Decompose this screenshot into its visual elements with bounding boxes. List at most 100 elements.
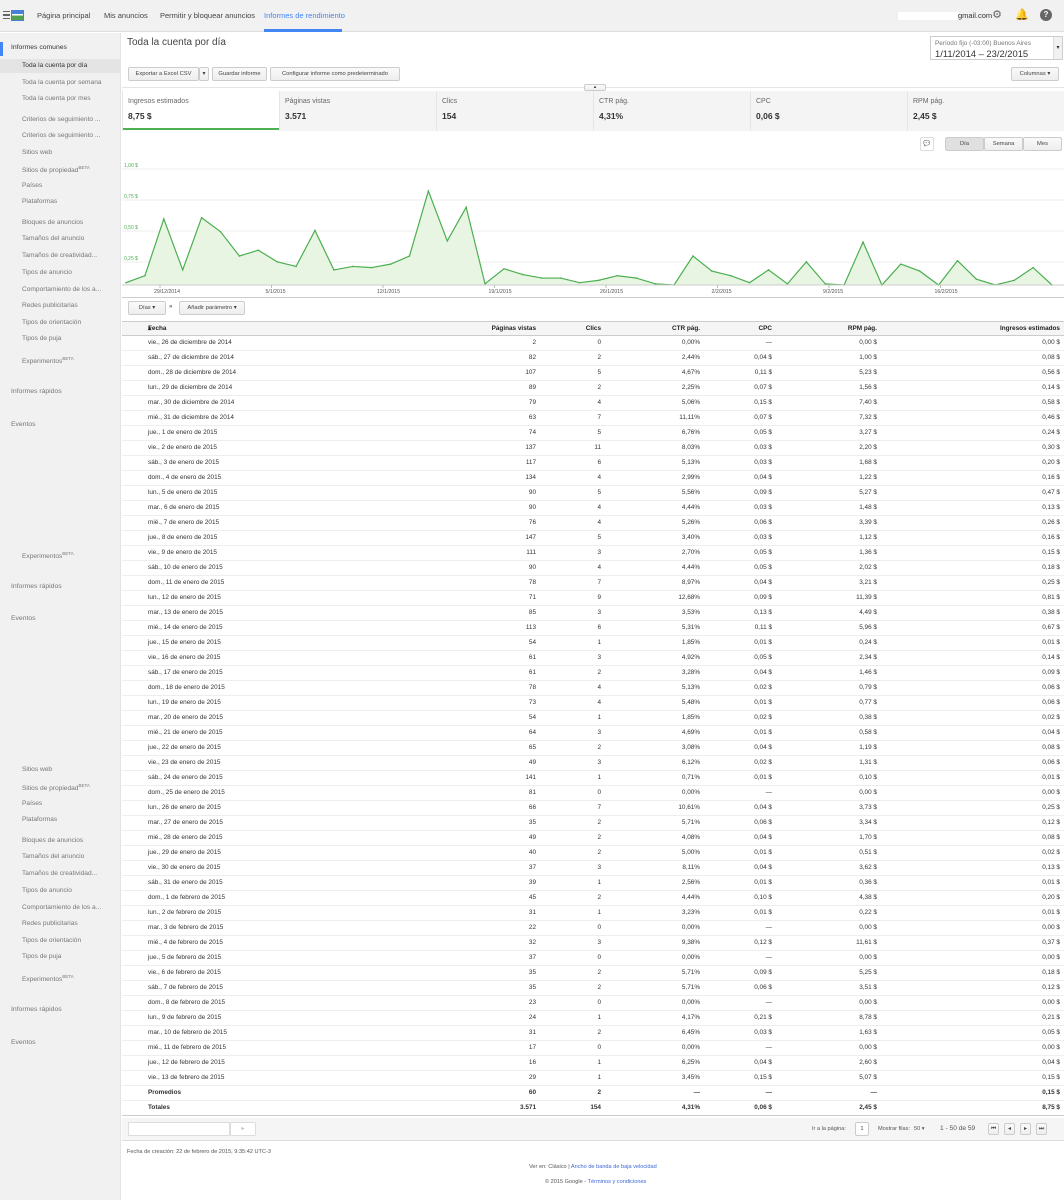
- sidebar-item-ad-units-2[interactable]: Bloques de anuncios: [22, 837, 84, 844]
- nav-allow-block[interactable]: Permitir y bloquear anuncios: [160, 11, 256, 20]
- sidebar-item-ad-networks[interactable]: Redes publicitarias: [22, 302, 78, 309]
- sidebar-item-all-by-week[interactable]: Toda la cuenta por semana: [22, 79, 102, 86]
- cell-cpc: 0,05 $: [754, 429, 772, 436]
- sidebar-item-channels-2[interactable]: Criterios de seguimiento ...: [22, 132, 101, 139]
- adsense-logo-icon[interactable]: [11, 10, 24, 21]
- first-page-icon[interactable]: ⏮: [988, 1123, 999, 1135]
- sidebar-item-all-by-month[interactable]: Toda la cuenta por mes: [22, 95, 91, 102]
- nav-my-ads[interactable]: Mis anuncios: [104, 11, 148, 20]
- account-email[interactable]: gmail.com: [958, 11, 993, 20]
- add-parameter-button[interactable]: Añadir parámetro ▾: [179, 301, 245, 315]
- annotation-icon[interactable]: 💬: [920, 137, 934, 151]
- sidebar-quick-reports-3[interactable]: Informes rápidos: [11, 1006, 62, 1013]
- sidebar-events[interactable]: Eventos: [11, 421, 36, 428]
- sidebar-item-bid-types[interactable]: Tipos de puja: [22, 335, 62, 342]
- sidebar-item-ad-sizes-2[interactable]: Tamaños del anuncio: [22, 853, 85, 860]
- date-range-picker[interactable]: Período fijo (-03:00) Buenos Aires 1/11/…: [930, 36, 1063, 60]
- columns-button[interactable]: Columnas ▾: [1011, 67, 1059, 81]
- sidebar-item-channels-1[interactable]: Criterios de seguimiento ...: [22, 116, 101, 123]
- col-cpc[interactable]: CPC: [758, 325, 773, 332]
- cell-clicks: 1: [597, 909, 601, 916]
- card-page-views[interactable]: Páginas vistas 3.571: [279, 91, 436, 131]
- cell-revenue: 0,08 $: [1042, 354, 1060, 361]
- data-point: [125, 281, 127, 284]
- bell-icon[interactable]: 🔔: [1015, 9, 1029, 21]
- sidebar-item-experiments-3[interactable]: ExperimentosBETA: [22, 974, 120, 983]
- col-clicks[interactable]: Clics: [585, 325, 601, 332]
- revenue-chart[interactable]: 1,00 $ 0,75 $ 0,50 $ 0,25 $ 29/12/2014 5/1/20…: [122, 159, 1064, 299]
- menu-icon[interactable]: [3, 11, 10, 19]
- chevron-down-icon[interactable]: ▾: [1053, 37, 1062, 59]
- sidebar-item-all-by-day[interactable]: Toda la cuenta por día: [22, 62, 88, 69]
- terms-link[interactable]: Términos y condiciones: [587, 1179, 647, 1185]
- granularity-month[interactable]: Mes: [1023, 137, 1062, 151]
- sidebar-common-reports[interactable]: Informes comunes: [11, 44, 67, 51]
- low-bandwidth-link[interactable]: Ancho de banda de baja velocidad: [570, 1164, 657, 1170]
- table-row: vie., 23 de enero de 2015 49 3 6,12% 0,02 $ 1…: [122, 756, 1064, 771]
- granularity-day[interactable]: Día: [945, 137, 984, 151]
- save-report-button[interactable]: Guardar informe: [212, 67, 267, 81]
- sidebar-item-targeting-2[interactable]: Tipos de orientación: [22, 937, 82, 944]
- sidebar-item-platforms[interactable]: Plataformas: [22, 198, 58, 205]
- cell-ctr: 3,08%: [681, 744, 700, 751]
- sidebar-item-countries[interactable]: Países: [22, 182, 43, 189]
- sidebar-item-ad-sizes[interactable]: Tamaños del anuncio: [22, 235, 85, 242]
- card-clicks[interactable]: Clics 154: [436, 91, 593, 131]
- sidebar-item-ad-types-2[interactable]: Tipos de anuncio: [22, 887, 72, 894]
- gear-icon[interactable]: ⚙: [992, 9, 1002, 21]
- col-date[interactable]: Fecha ▴: [148, 322, 166, 336]
- sidebar-item-creative-sizes-2[interactable]: Tamaños de creatividad...: [22, 870, 98, 877]
- sidebar-item-ad-behavior-2[interactable]: Comportamiento de los a...: [22, 904, 102, 911]
- card-estimated-revenue[interactable]: Ingresos estimados 8,75 $: [122, 91, 280, 131]
- card-ctr[interactable]: CTR pág. 4,31%: [593, 91, 750, 131]
- granularity-week[interactable]: Semana: [984, 137, 1023, 151]
- help-icon[interactable]: ?: [1040, 9, 1052, 21]
- cell-views: 134: [525, 474, 536, 481]
- cell-rpm: 8,78 $: [859, 1014, 877, 1021]
- collapse-toggle-icon[interactable]: ▴: [584, 84, 606, 91]
- sidebar-quick-reports-2[interactable]: Informes rápidos: [11, 583, 62, 590]
- export-csv-button[interactable]: Exportar a Excel CSV: [128, 67, 199, 81]
- filter-input[interactable]: [128, 1122, 230, 1136]
- sidebar-item-creative-sizes[interactable]: Tamaños de creatividad...: [22, 252, 98, 259]
- sidebar-item-ad-networks-2[interactable]: Redes publicitarias: [22, 920, 78, 927]
- card-rpm[interactable]: RPM pág. 2,45 $: [907, 91, 1064, 131]
- sidebar-item-countries-2[interactable]: Países: [22, 800, 43, 807]
- cell-rpm: 1,19 $: [859, 744, 877, 751]
- sidebar-item-sites[interactable]: Sitios web: [22, 149, 53, 156]
- page-input[interactable]: 1: [855, 1122, 869, 1136]
- view-classic-link[interactable]: Clásico: [548, 1164, 567, 1170]
- sidebar-item-ad-units[interactable]: Bloques de anuncios: [22, 219, 84, 226]
- filter-apply-icon[interactable]: ▸: [230, 1122, 256, 1136]
- col-page-views[interactable]: Páginas vistas: [491, 325, 536, 332]
- next-page-icon[interactable]: ▸: [1020, 1123, 1031, 1135]
- sidebar-item-owned-sites-2[interactable]: Sitios de propiedadBETA: [22, 783, 120, 792]
- nav-performance-reports[interactable]: Informes de rendimiento: [264, 11, 345, 20]
- set-default-button[interactable]: Configurar informe como predeterminado: [270, 67, 400, 81]
- sidebar-item-targeting[interactable]: Tipos de orientación: [22, 319, 82, 326]
- col-ctr[interactable]: CTR pág.: [671, 325, 700, 332]
- last-page-icon[interactable]: ⏭: [1036, 1123, 1047, 1135]
- y-tick-label: 0,75 $: [124, 194, 138, 200]
- sidebar-item-ad-behavior[interactable]: Comportamiento de los a...: [22, 286, 102, 293]
- cell-revenue: 0,00 $: [1042, 339, 1060, 346]
- sidebar-item-ad-types[interactable]: Tipos de anuncio: [22, 269, 72, 276]
- sidebar-item-owned-sites[interactable]: Sitios de propiedadBETA: [22, 165, 120, 174]
- dimension-select[interactable]: Días ▾: [128, 301, 166, 315]
- prev-page-icon[interactable]: ◂: [1004, 1123, 1015, 1135]
- sidebar-item-sites-2[interactable]: Sitios web: [22, 766, 53, 773]
- col-rpm[interactable]: RPM pág.: [847, 325, 877, 332]
- sidebar-item-experiments-2[interactable]: ExperimentosBETA: [22, 551, 120, 560]
- nav-home[interactable]: Página principal: [37, 11, 91, 20]
- export-dropdown-icon[interactable]: ▾: [199, 67, 209, 81]
- sidebar-events-3[interactable]: Eventos: [11, 1039, 36, 1046]
- sidebar-quick-reports[interactable]: Informes rápidos: [11, 388, 62, 395]
- sidebar-item-platforms-2[interactable]: Plataformas: [22, 816, 58, 823]
- sidebar-item-experiments[interactable]: ExperimentosBETA: [22, 356, 120, 365]
- rows-per-page-select[interactable]: 50 ▾: [914, 1126, 925, 1132]
- col-revenue[interactable]: Ingresos estimados: [999, 325, 1060, 332]
- card-cpc[interactable]: CPC 0,06 $: [750, 91, 907, 131]
- sidebar-item-bid-types-2[interactable]: Tipos de puja: [22, 953, 62, 960]
- cell-revenue: 0,46 $: [1042, 414, 1060, 421]
- sidebar-events-2[interactable]: Eventos: [11, 615, 36, 622]
